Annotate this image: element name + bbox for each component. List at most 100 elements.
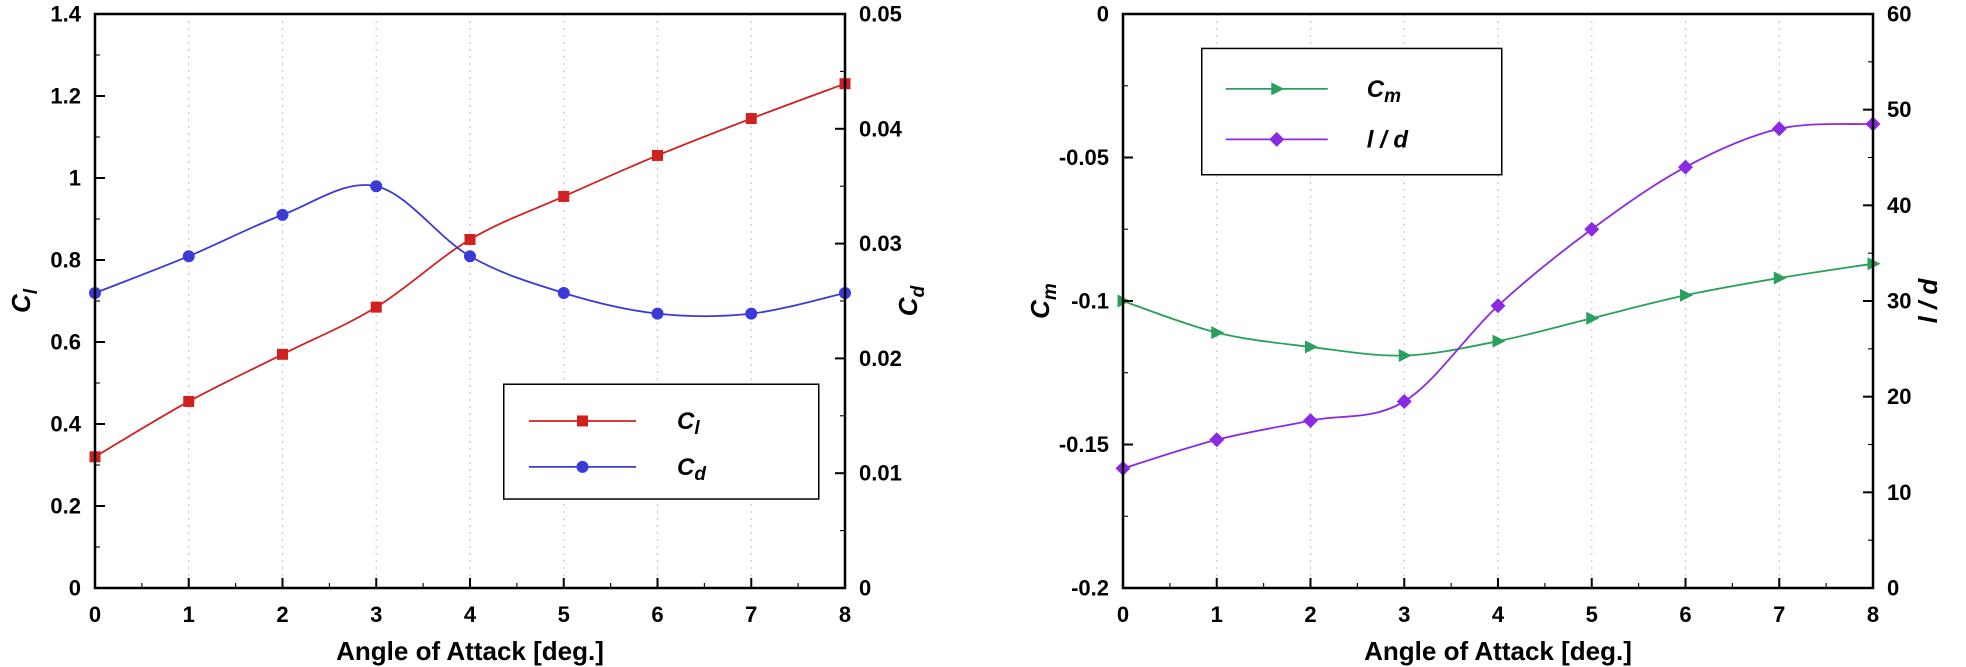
left-tick-label: 0.6	[50, 330, 81, 355]
right-tick-label: 40	[1887, 193, 1911, 218]
legend-label: l / d	[1367, 126, 1410, 153]
y-axis-title-left: Cm	[1025, 283, 1061, 319]
left-tick-label: 0	[69, 576, 81, 601]
chart-svg-cl-cd: 0 1 2 3 4 5 6 7 800.20.40.60.811.21.400.010.020.…	[6, 2, 929, 667]
diamond-marker	[1396, 393, 1412, 409]
x-tick-label: 0	[1117, 602, 1129, 627]
left-tick-label: -0.1	[1071, 289, 1109, 314]
right-tick-label: 0.04	[859, 116, 903, 141]
y-axis-title-left: Cl	[6, 288, 42, 313]
legend-label: Cm	[1367, 75, 1401, 106]
series-cd-line	[94, 184, 846, 318]
chart-cl-cd: 0 1 2 3 4 5 6 7 8 0 0.2 0.4 0.6 0.8 1 1.2 1.4 0 0.01 0.02 0.…	[6, 2, 929, 667]
x-axis-title: Angle of Attack [deg.]	[1364, 636, 1632, 666]
triangle-right-marker	[1773, 271, 1787, 285]
series-cm-markers	[1117, 257, 1881, 363]
left-tick-label: 1.2	[50, 84, 81, 109]
left-tick-label: 0.8	[50, 248, 81, 273]
circle-marker	[182, 250, 195, 263]
left-tick-label: 0.4	[50, 412, 81, 437]
legend-box	[1201, 47, 1503, 176]
x-tick-label: 7	[745, 602, 757, 627]
circle-marker	[557, 286, 570, 299]
circle-marker	[370, 180, 383, 193]
circle-marker	[576, 460, 589, 473]
tick-labels: 0 1 2 3 4 5 6 7 800.20.40.60.811.21.400.010.020.…	[50, 2, 902, 628]
x-tick-label: 2	[276, 602, 288, 627]
chart-cm-ld: 0 1 2 3 4 5 6 7 8 -0.2 -0.15 -0.1 -0.05 0 0 10 20 30 40 50 6…	[983, 0, 1966, 667]
x-tick-label: 1	[183, 602, 195, 627]
right-tick-label: 0	[1887, 576, 1899, 601]
square-marker	[577, 415, 588, 427]
right-tick-label: 10	[1887, 480, 1911, 505]
right-tick-label: 0.03	[859, 231, 902, 256]
x-tick-label: 0	[89, 602, 101, 627]
left-tick-label: 1.4	[50, 2, 81, 27]
legend-label: Cl	[677, 407, 700, 438]
circle-marker	[464, 250, 476, 263]
chart-svg-cm-ld: 0 1 2 3 4 5 6 7 8 -0.2 -0.15 -0.1 -0.05 0 0 10 20 30 40 50 6…	[1025, 2, 1943, 667]
circle-marker	[745, 307, 758, 320]
triangle-right-marker	[1492, 334, 1506, 348]
y-axis-title-right: l / d	[1913, 277, 1943, 323]
diamond-marker	[1303, 413, 1318, 429]
right-tick-label: 0.05	[859, 2, 902, 27]
square-marker	[277, 348, 288, 360]
left-tick-label: 0	[1097, 2, 1109, 27]
right-tick-label: 20	[1887, 384, 1911, 409]
legend-box	[503, 383, 820, 500]
left-tick-label: -0.2	[1071, 576, 1109, 601]
diamond-marker	[1269, 131, 1285, 147]
ticks	[94, 13, 846, 589]
left-tick-label: 1	[69, 166, 81, 191]
x-axis-title: Angle of Attack [deg.]	[336, 636, 604, 666]
x-tick-label: 4	[464, 602, 477, 627]
triangle-right-marker	[1586, 311, 1600, 325]
diamond-marker	[1490, 298, 1506, 314]
x-tick-label: 4	[1492, 602, 1505, 627]
legend: Cm l / d	[1201, 47, 1503, 176]
x-tick-label: 8	[839, 602, 851, 627]
left-tick-label: -0.15	[1059, 432, 1109, 457]
x-tick-label: 5	[558, 602, 570, 627]
x-tick-label: 8	[1867, 602, 1879, 627]
triangle-right-marker	[1211, 326, 1225, 340]
x-tick-label: 2	[1304, 602, 1316, 627]
square-marker	[745, 113, 757, 125]
tick-labels: 0 1 2 3 4 5 6 7 8 -0.2 -0.15 -0.1 -0.05 0 0 10 20 30 40 50 6…	[1059, 2, 1912, 628]
x-tick-label: 3	[370, 602, 382, 627]
left-tick-label: 0.2	[50, 494, 81, 519]
series-cd-markers	[89, 180, 851, 320]
square-marker	[370, 301, 382, 313]
diamond-marker	[1209, 432, 1225, 448]
triangle-right-marker	[1305, 340, 1318, 354]
y-axis-title-right: Cd	[893, 285, 929, 316]
ticks	[1122, 13, 1874, 589]
series-layer	[89, 78, 851, 463]
circle-marker	[651, 307, 664, 320]
circle-marker	[276, 208, 289, 221]
diamond-marker	[1678, 159, 1693, 175]
right-tick-label: 0	[859, 576, 871, 601]
right-tick-label: 50	[1887, 97, 1911, 122]
right-tick-label: 60	[1887, 2, 1911, 27]
x-tick-label: 6	[1679, 602, 1691, 627]
square-marker	[183, 395, 195, 407]
triangle-right-marker	[1680, 288, 1693, 302]
square-marker	[652, 149, 663, 161]
legend-label: Cd	[677, 453, 706, 484]
triangle-right-marker	[1398, 349, 1412, 363]
x-tick-label: 5	[1586, 602, 1598, 627]
gridlines	[188, 14, 752, 588]
x-tick-label: 6	[651, 602, 663, 627]
square-marker	[464, 234, 476, 245]
legend: Cl Cd	[503, 383, 820, 500]
diamond-marker	[1584, 221, 1600, 237]
right-tick-label: 30	[1887, 289, 1911, 314]
square-marker	[558, 190, 570, 202]
x-tick-label: 1	[1211, 602, 1223, 627]
right-tick-label: 0.01	[859, 461, 902, 486]
x-tick-label: 3	[1398, 602, 1410, 627]
diamond-marker	[1771, 121, 1787, 137]
